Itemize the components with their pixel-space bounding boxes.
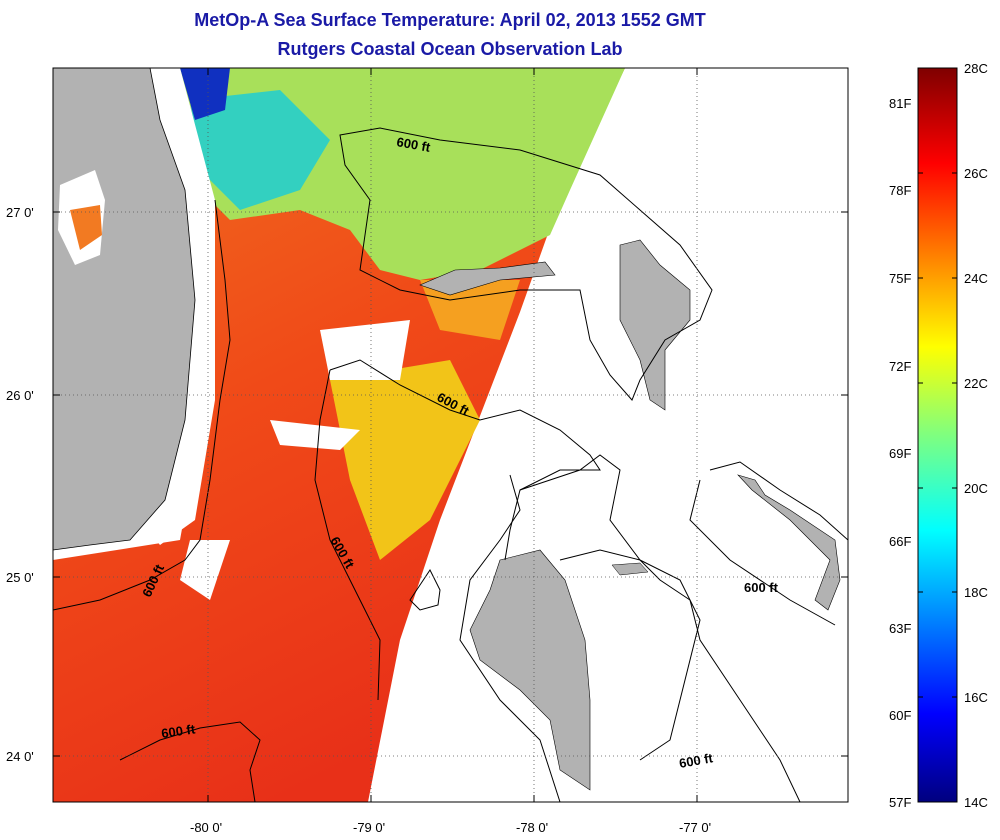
sst-swath-yellow — [330, 360, 480, 560]
eleuthera-bank-outline — [689, 461, 848, 626]
lon-label: -78 0' — [516, 820, 548, 835]
contour-label: 600 ft — [395, 134, 432, 155]
eleuthera-land — [737, 474, 841, 611]
cloud-patch-1 — [320, 320, 410, 380]
lat-label: 26 0' — [6, 388, 34, 403]
map-subtitle: Rutgers Coastal Ocean Observation Lab — [277, 39, 623, 59]
lon-label: -77 0' — [679, 820, 711, 835]
lat-label: 24 0' — [6, 749, 34, 764]
colorbar-celsius-label: 16C — [964, 690, 988, 705]
contour-label: 600 ft — [744, 580, 779, 595]
colorbar-fahrenheit-label: 78F — [889, 183, 911, 198]
new-providence-land — [611, 562, 649, 576]
little-bahama-bank-outline — [339, 127, 713, 401]
lat-label: 27 0' — [6, 205, 34, 220]
colorbar-celsius-label: 18C — [964, 585, 988, 600]
sst-swath-blue — [180, 68, 230, 120]
grand-bahama-land — [419, 261, 556, 296]
colorbar-celsius-label: 14C — [964, 795, 988, 810]
colorbar-celsius-label: 24C — [964, 271, 988, 286]
andros-land — [469, 549, 591, 791]
map-ticks — [53, 68, 848, 802]
colorbar-fahrenheit-label: 57F — [889, 795, 911, 810]
isobath-tongue-of-ocean — [559, 549, 701, 761]
isobath-florida-strait — [53, 199, 231, 611]
sst-swath-cyan — [190, 90, 330, 210]
colorbar-ticks — [918, 172, 957, 698]
isobath-small-loop — [409, 569, 441, 611]
colorbar-fahrenheit-label: 66F — [889, 534, 911, 549]
cloud-patch-2 — [270, 420, 360, 450]
contour-label: 600 ft — [678, 750, 715, 771]
abaco-land — [619, 239, 691, 411]
lat-label: 25 0' — [6, 570, 34, 585]
lon-label: -80 0' — [190, 820, 222, 835]
great-bahama-bank-outline — [459, 454, 801, 802]
colorbar-celsius-label: 28C — [964, 61, 988, 76]
colorbar-fahrenheit-label: 69F — [889, 446, 911, 461]
map-graticule — [53, 68, 848, 802]
sst-swath-yellow-2 — [420, 280, 520, 340]
colorbar-celsius-label: 26C — [964, 166, 988, 181]
colorbar-fahrenheit-label: 75F — [889, 271, 911, 286]
colorbar-celsius-label: 20C — [964, 481, 988, 496]
lake-okeechobee-sst — [70, 205, 102, 250]
colorbar-celsius-label: 22C — [964, 376, 988, 391]
map-frame — [52, 67, 849, 803]
lon-label: -79 0' — [353, 820, 385, 835]
isobath-bahamas-west — [314, 359, 601, 701]
isobath-bottom-left — [119, 721, 261, 802]
cloud-patch-3 — [180, 540, 230, 600]
map-title: MetOp-A Sea Surface Temperature: April 0… — [194, 10, 706, 30]
colorbar-fahrenheit-label: 60F — [889, 708, 911, 723]
colorbar-fahrenheit-label: 63F — [889, 621, 911, 636]
colorbar-fahrenheit-label: 72F — [889, 359, 911, 374]
colorbar — [917, 67, 958, 803]
nearshore-no-data — [140, 68, 215, 545]
contour-label: 600 ft — [160, 721, 196, 741]
colorbar-fahrenheit-label: 81F — [889, 96, 911, 111]
